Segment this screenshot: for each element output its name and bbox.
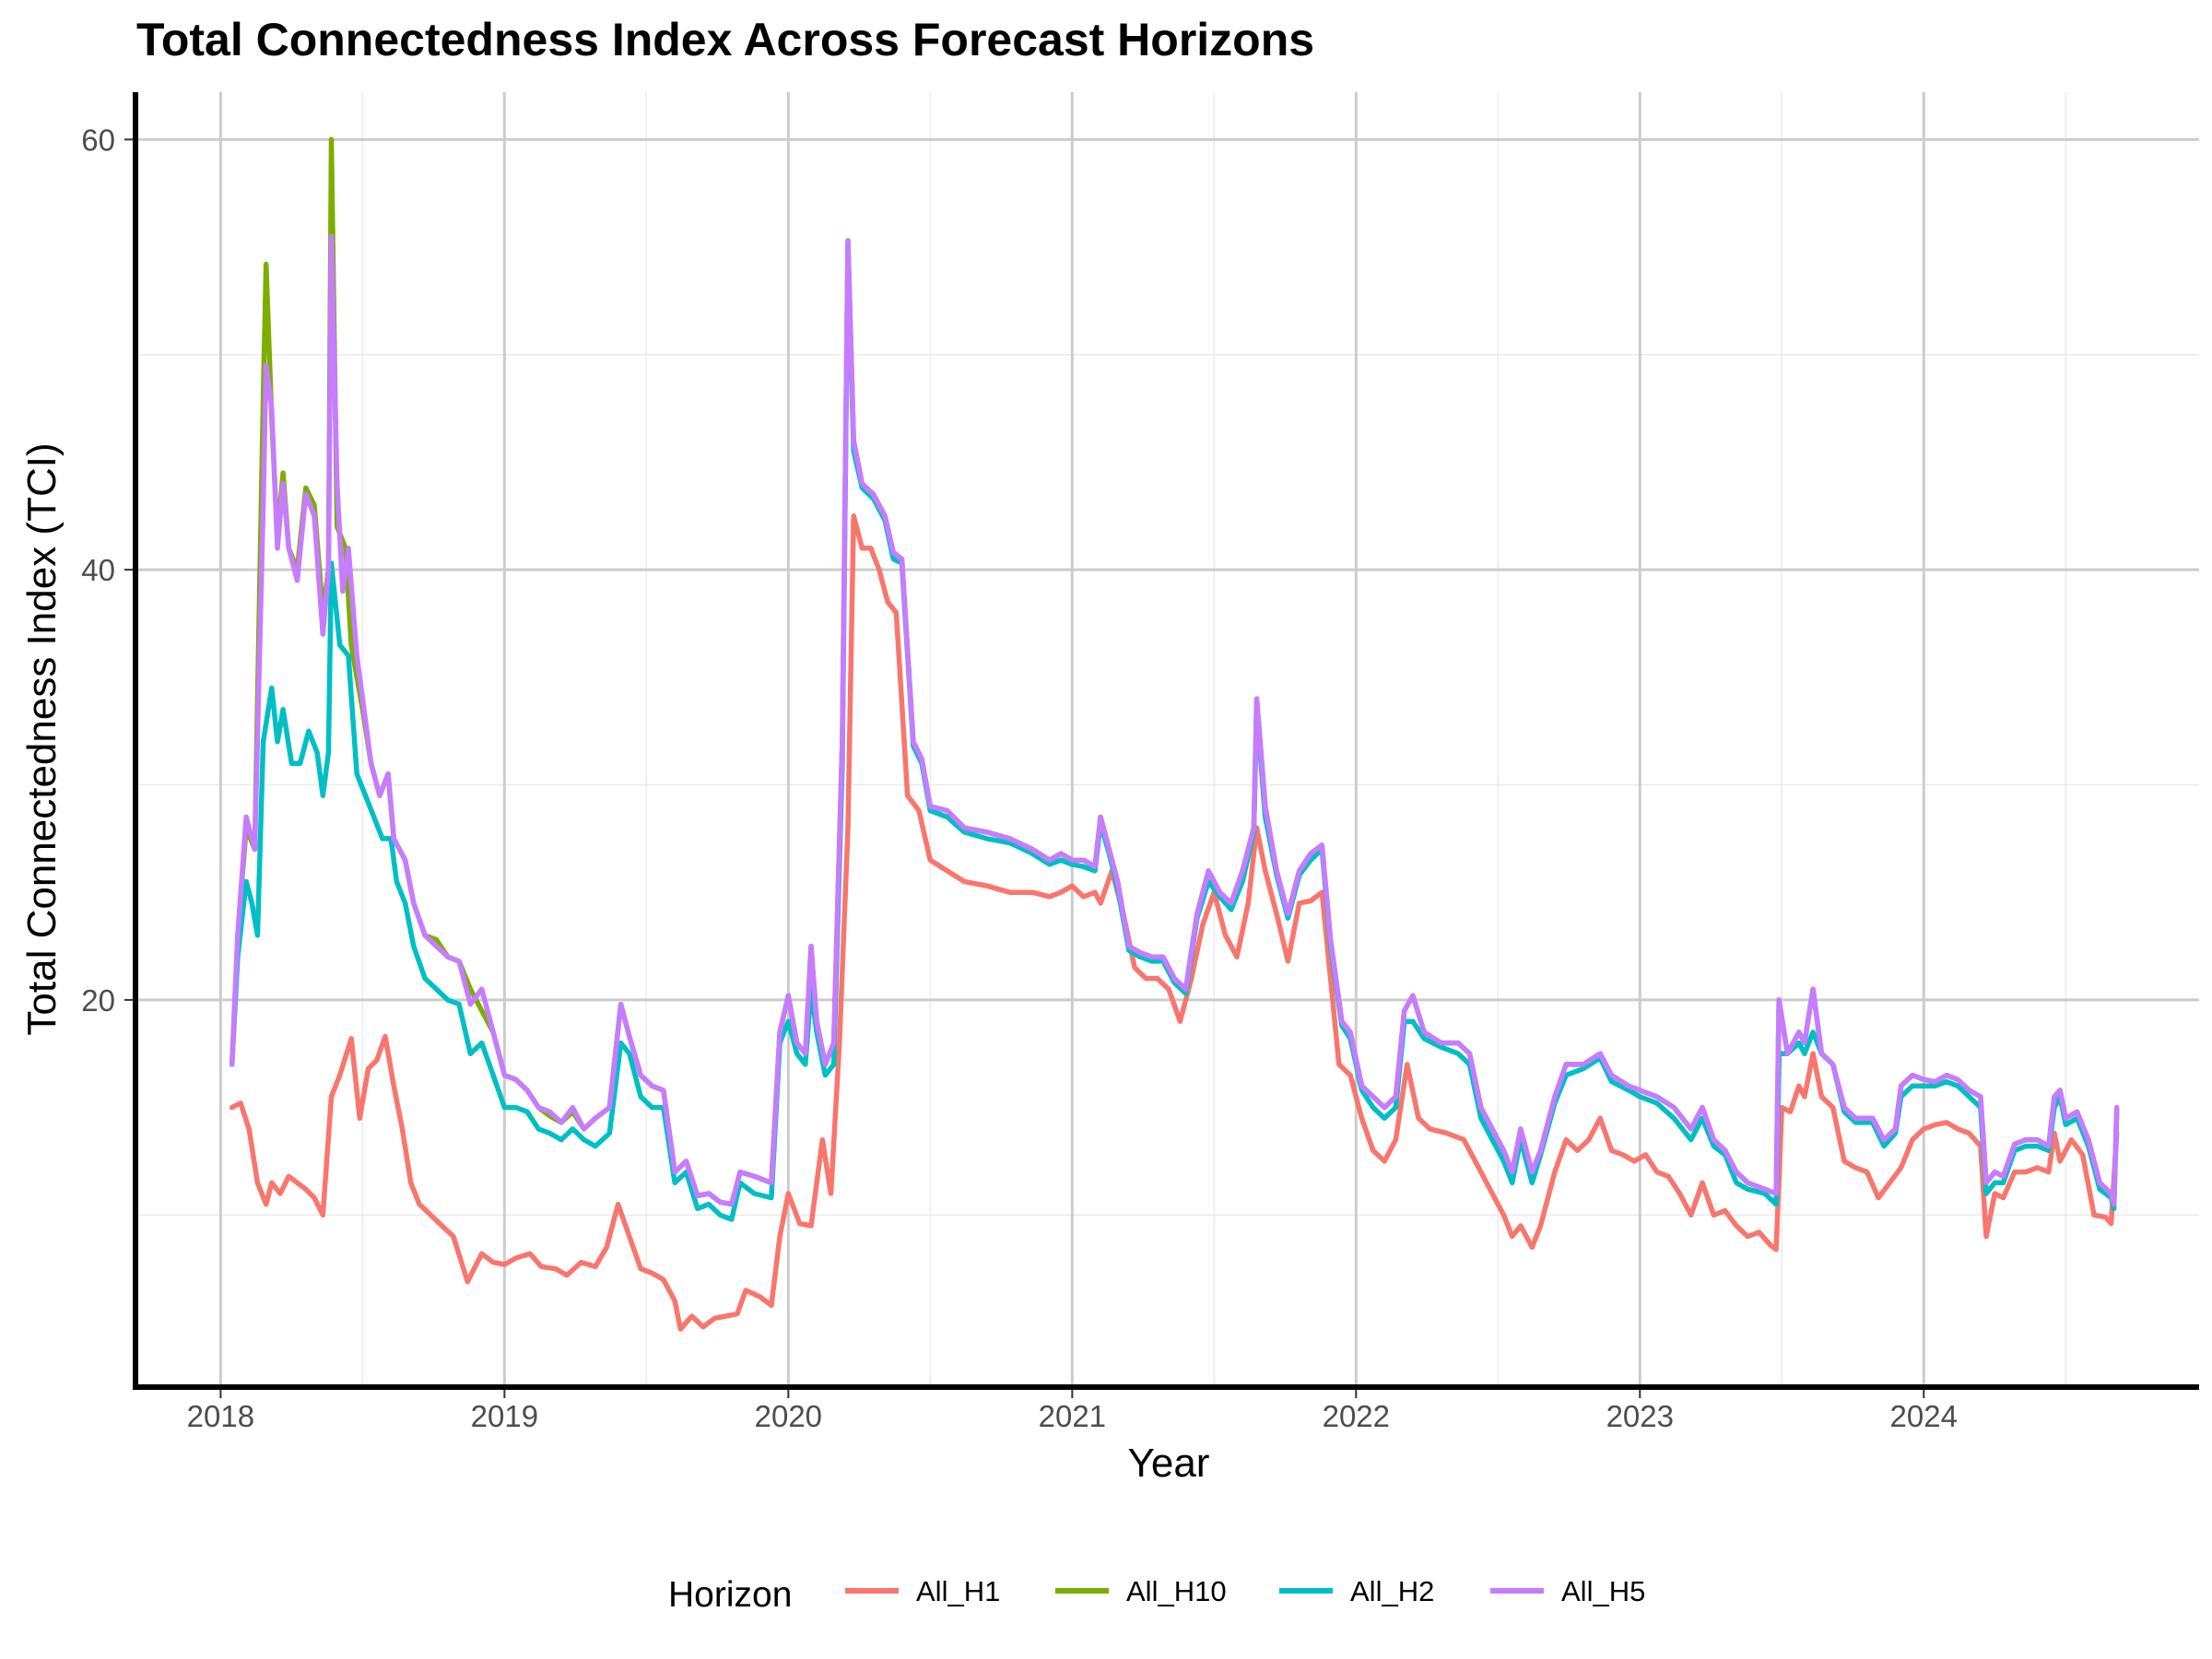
series-line-all-h1 — [229, 513, 2120, 1332]
x-tick-label: 2023 — [1606, 1399, 1674, 1433]
y-axis-ticks: 20 40 60 — [81, 123, 133, 1018]
x-tick-label: 2019 — [471, 1399, 538, 1433]
x-axis-title: Year — [1128, 1441, 1210, 1486]
x-tick-label: 2020 — [755, 1399, 822, 1433]
legend-label-all-h10: All_H10 — [1126, 1575, 1227, 1607]
x-tick-label: 2018 — [187, 1399, 254, 1433]
legend-label-all-h2: All_H2 — [1350, 1575, 1434, 1607]
y-tick-label: 40 — [81, 553, 115, 587]
legend: Horizon All_H1 All_H10 All_H2 All_H5 — [668, 1575, 1645, 1615]
series-line-all-h10 — [229, 136, 2120, 1207]
chart-title: Total Connectedness Index Across Forecas… — [136, 14, 1314, 65]
x-tick-label: 2024 — [1890, 1399, 1958, 1433]
x-tick-label: 2022 — [1323, 1399, 1390, 1433]
legend-label-all-h1: All_H1 — [916, 1575, 1000, 1607]
y-tick-label: 20 — [81, 983, 115, 1018]
series-layer — [229, 136, 2120, 1332]
y-axis-title: Total Connectedness Index (TCI) — [19, 442, 65, 1035]
x-axis-ticks: 2018 2019 2020 2021 2022 2023 2024 — [187, 1390, 1958, 1433]
series-line-all-h5 — [229, 233, 2120, 1207]
minor-gridlines — [135, 92, 2199, 1387]
major-gridlines — [135, 92, 2199, 1387]
legend-label-all-h5: All_H5 — [1561, 1575, 1645, 1607]
y-tick-label: 60 — [81, 123, 115, 157]
x-tick-label: 2021 — [1039, 1399, 1106, 1433]
legend-title: Horizon — [668, 1575, 792, 1615]
